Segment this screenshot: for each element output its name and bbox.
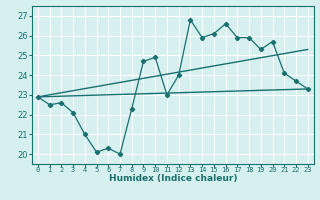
X-axis label: Humidex (Indice chaleur): Humidex (Indice chaleur) bbox=[108, 174, 237, 183]
